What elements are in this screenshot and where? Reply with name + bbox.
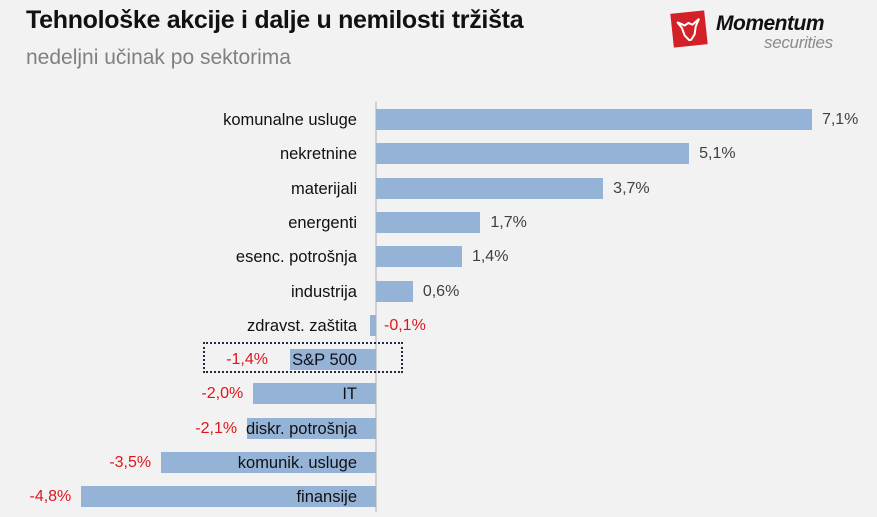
bar-row: komunalne usluge 7,1% xyxy=(0,109,877,131)
sp500-highlight-box xyxy=(203,342,403,373)
bar xyxy=(376,177,604,199)
bar-row: industrija 0,6% xyxy=(0,280,877,303)
bar-row: IT -2,0% xyxy=(0,383,877,405)
value-label: -2,0% xyxy=(201,385,244,403)
category-label: materijali xyxy=(290,179,357,198)
value-label: -4,8% xyxy=(29,488,72,506)
category-label: IT xyxy=(342,385,357,404)
value-label: 1,7% xyxy=(490,213,527,231)
value-label: -2,1% xyxy=(195,419,238,437)
bar xyxy=(376,211,481,233)
bar-row: S&P 500 -1,4% xyxy=(0,349,877,371)
value-label: 0,6% xyxy=(422,282,460,300)
value-label: -1,4% xyxy=(226,351,268,369)
value-label: -3,5% xyxy=(109,454,152,471)
value-label: 7,1% xyxy=(821,111,859,128)
zero-axis xyxy=(375,102,377,512)
bar xyxy=(376,280,413,302)
bar-row: esenc. potrošnja 1,4% xyxy=(0,246,877,268)
value-label: -0,1% xyxy=(384,316,426,334)
momentum-logo: Momentum securities xyxy=(670,10,862,52)
bull-logo-icon xyxy=(670,10,708,48)
category-label: komunalne usluge xyxy=(223,111,357,129)
category-label: nekretnine xyxy=(279,145,357,164)
bar xyxy=(161,452,376,473)
bar-row: komunik. usluge -3,5% xyxy=(0,452,877,474)
bar-row: zdravst. zaštita -0,1% xyxy=(0,314,877,337)
category-label: esenc. potrošnja xyxy=(235,248,357,267)
logo-name: Momentum xyxy=(716,12,825,35)
category-label: komunik. usluge xyxy=(237,454,357,472)
bar xyxy=(253,383,376,405)
bar-row: materijali 3,7% xyxy=(0,177,877,200)
category-label: finansije xyxy=(296,488,357,507)
category-label: energenti xyxy=(288,213,357,232)
category-label: diskr. potrošnja xyxy=(246,419,357,438)
bar-row: energenti 1,7% xyxy=(0,211,877,234)
bar-row: nekretnine 5,1% xyxy=(0,143,877,165)
category-label: S&P 500 xyxy=(292,351,357,370)
bar xyxy=(376,109,812,130)
logo-sub: securities xyxy=(764,33,833,52)
category-label: zdravst. zaštita xyxy=(246,316,357,335)
bar xyxy=(369,314,376,336)
bar xyxy=(376,143,690,165)
bar xyxy=(290,349,376,371)
bar xyxy=(247,417,376,439)
chart-subtitle: nedeljni učinak po sektorima xyxy=(26,46,291,69)
category-label: industrija xyxy=(290,282,357,301)
bar xyxy=(376,246,462,268)
bar xyxy=(81,486,376,508)
value-label: 1,4% xyxy=(471,248,509,266)
value-label: 5,1% xyxy=(699,145,736,163)
bar-row: diskr. potrošnja -2,1% xyxy=(0,417,877,440)
bar-row: finansije -4,8% xyxy=(0,486,877,508)
chart-title: Tehnološke akcije i dalje u nemilosti tr… xyxy=(26,6,524,34)
value-label: 3,7% xyxy=(613,179,650,197)
